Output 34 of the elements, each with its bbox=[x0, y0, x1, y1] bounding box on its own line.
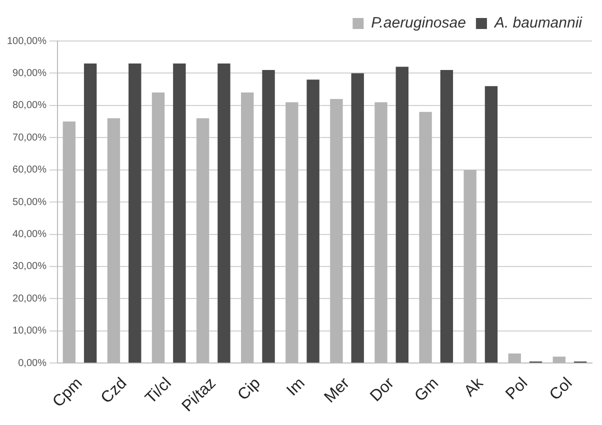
y-tick-label: 40,00% bbox=[12, 229, 47, 240]
x-tick-label: Cip bbox=[234, 374, 264, 404]
x-tick-label: Czd bbox=[98, 374, 130, 407]
bar bbox=[128, 64, 142, 363]
y-tick-label: 30,00% bbox=[12, 261, 47, 272]
y-tick-label: 10,00% bbox=[12, 326, 47, 337]
y-tick-label: 90,00% bbox=[12, 68, 47, 79]
y-tick-label: 60,00% bbox=[12, 164, 47, 176]
bar bbox=[396, 66, 408, 363]
y-tick-label: 80,00% bbox=[12, 100, 47, 112]
bar bbox=[484, 86, 498, 363]
legend-label: A. baumannii bbox=[493, 14, 583, 32]
x-tick-label: Dor bbox=[367, 374, 398, 406]
bar bbox=[306, 80, 320, 363]
bar bbox=[173, 64, 186, 363]
x-tick-label: Mer bbox=[321, 374, 354, 406]
bar bbox=[262, 70, 275, 363]
bar bbox=[440, 70, 454, 363]
y-tick-label: 100,00% bbox=[6, 36, 47, 47]
x-tick-label: Col bbox=[546, 374, 576, 404]
x-tick-label: Ti/cl bbox=[142, 374, 175, 408]
y-tick-label: 70,00% bbox=[12, 132, 47, 144]
x-tick-label: Im bbox=[284, 374, 308, 400]
x-tick-label: Ak bbox=[461, 374, 488, 400]
y-tick-label: 50,00% bbox=[12, 196, 47, 208]
bar bbox=[351, 73, 364, 363]
y-tick-label: 0,00% bbox=[18, 358, 47, 369]
y-tick-label: 20,00% bbox=[12, 293, 47, 304]
legend-label: P.aeruginosae bbox=[371, 14, 466, 32]
bar bbox=[84, 64, 97, 363]
x-tick-label: Pol bbox=[502, 374, 532, 404]
x-tick-label: Cpm bbox=[50, 374, 86, 411]
bar bbox=[218, 64, 230, 363]
x-tick-label: Gm bbox=[412, 374, 442, 406]
